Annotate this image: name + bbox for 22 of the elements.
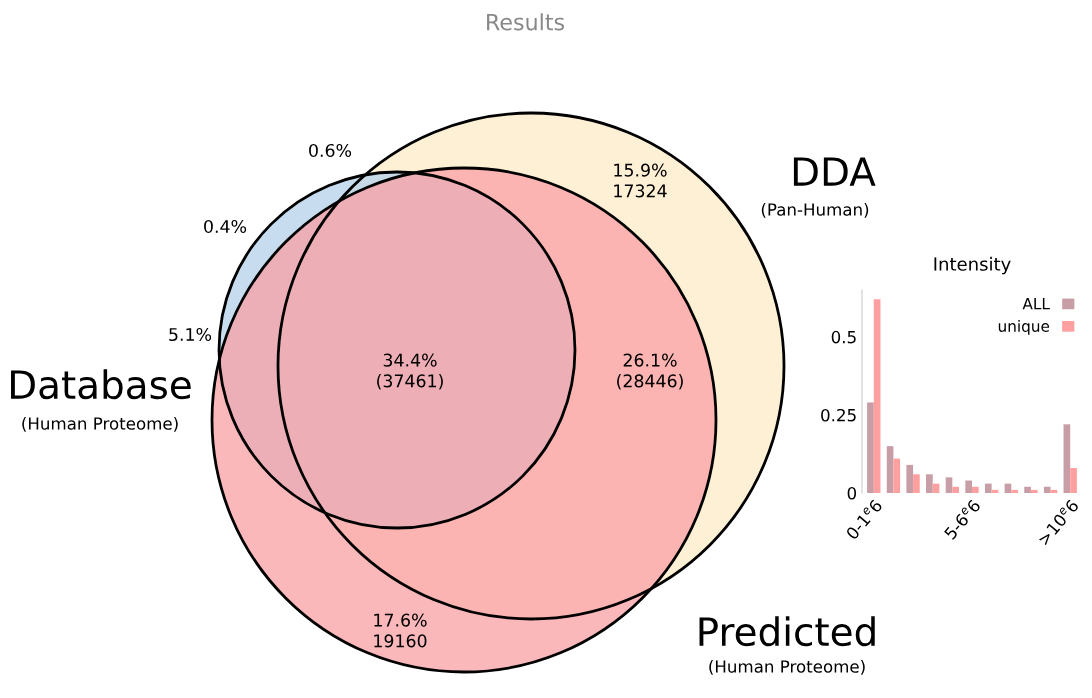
legend-label: unique xyxy=(998,320,1050,335)
x-tick-label: 5-6$^{e}$6 xyxy=(943,498,982,541)
legend-label: ALL xyxy=(1022,298,1050,310)
text: (Human Proteome) xyxy=(709,659,865,675)
text: 0.6% xyxy=(309,143,352,158)
category-label: Predicted xyxy=(699,616,875,647)
y-tick-label: 0.5 xyxy=(831,330,856,344)
text: Results xyxy=(487,13,565,31)
category-label: Database xyxy=(11,369,191,400)
text: 0.4% xyxy=(204,219,247,234)
text: 5.1% xyxy=(169,327,212,342)
category-label: DDA xyxy=(793,157,876,186)
text: (Human Proteome) xyxy=(22,416,178,432)
y-tick-label: 0.25 xyxy=(821,408,856,422)
text: 26.1% (28446) xyxy=(617,353,683,390)
chart-title: Intensity xyxy=(934,256,1011,275)
text: 34.4% (37461) xyxy=(377,353,443,390)
x-tick-label: >10$^{e}$6 xyxy=(1036,498,1080,546)
y-tick-label: 0 xyxy=(847,486,857,500)
text: (Pan-Human) xyxy=(761,202,869,218)
text: 17.6% 19160 xyxy=(374,613,427,648)
text: 15.9% 17324 xyxy=(614,163,667,198)
